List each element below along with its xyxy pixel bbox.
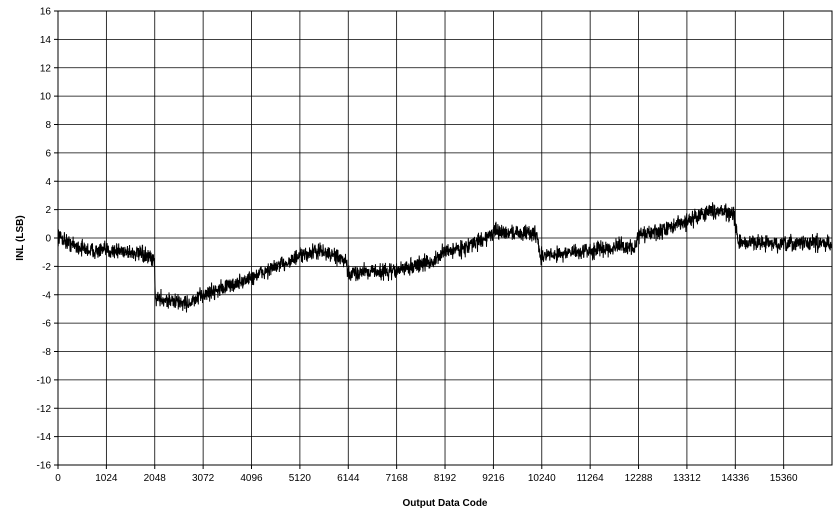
x-tick-label: 7168 [386,473,409,484]
y-tick-label: -12 [37,404,52,415]
x-tick-label: 14336 [721,473,749,484]
x-tick-label: 4096 [240,473,263,484]
y-axis-label: INL (LSB) [15,215,26,260]
x-tick-label: 15360 [770,473,798,484]
y-tick-label: 0 [45,234,51,245]
y-tick-label: -8 [42,347,51,358]
y-tick-label: 2 [45,205,51,216]
y-tick-label: 8 [45,120,51,131]
y-tick-label: 16 [40,7,52,18]
y-tick-label: 10 [40,92,52,103]
y-tick-label: -14 [37,432,52,443]
y-tick-label: -16 [37,461,52,472]
x-tick-label: 10240 [528,473,556,484]
y-tick-label: -4 [42,290,51,301]
y-tick-label: 6 [45,148,51,159]
y-tick-labels: -16 -14 -12 -10 -8 -6 -4 -2 0 2 4 6 8 10 12 14 16 [37,7,52,472]
x-tick-label: 0 [55,473,61,484]
x-tick-labels: 0 1024 2048 3072 4096 5120 6144 7168 8192 9216 102… [55,473,798,484]
x-tick-label: 11264 [577,473,605,484]
x-tick-label: 5120 [289,473,312,484]
y-tick-label: 12 [40,63,52,74]
x-axis-label: Output Data Code [403,498,488,509]
x-tick-label: 13312 [673,473,701,484]
x-tick-label: 3072 [192,473,215,484]
inl-series-line [57,202,833,313]
plot-frame [54,10,833,469]
x-tick-label: 12288 [625,473,653,484]
y-tick-label: -10 [37,375,52,386]
x-tick-label: 8192 [434,473,457,484]
x-tick-label: 9216 [482,473,505,484]
x-tick-label: 2048 [144,473,167,484]
x-tick-label: 1024 [95,473,118,484]
x-tick-label: 6144 [337,473,360,484]
y-tick-label: -6 [42,319,51,330]
gridlines [57,10,832,466]
y-tick-label: -2 [42,262,51,273]
y-tick-label: 4 [45,177,51,188]
y-tick-label: 14 [40,35,52,46]
series-layer [57,202,833,313]
